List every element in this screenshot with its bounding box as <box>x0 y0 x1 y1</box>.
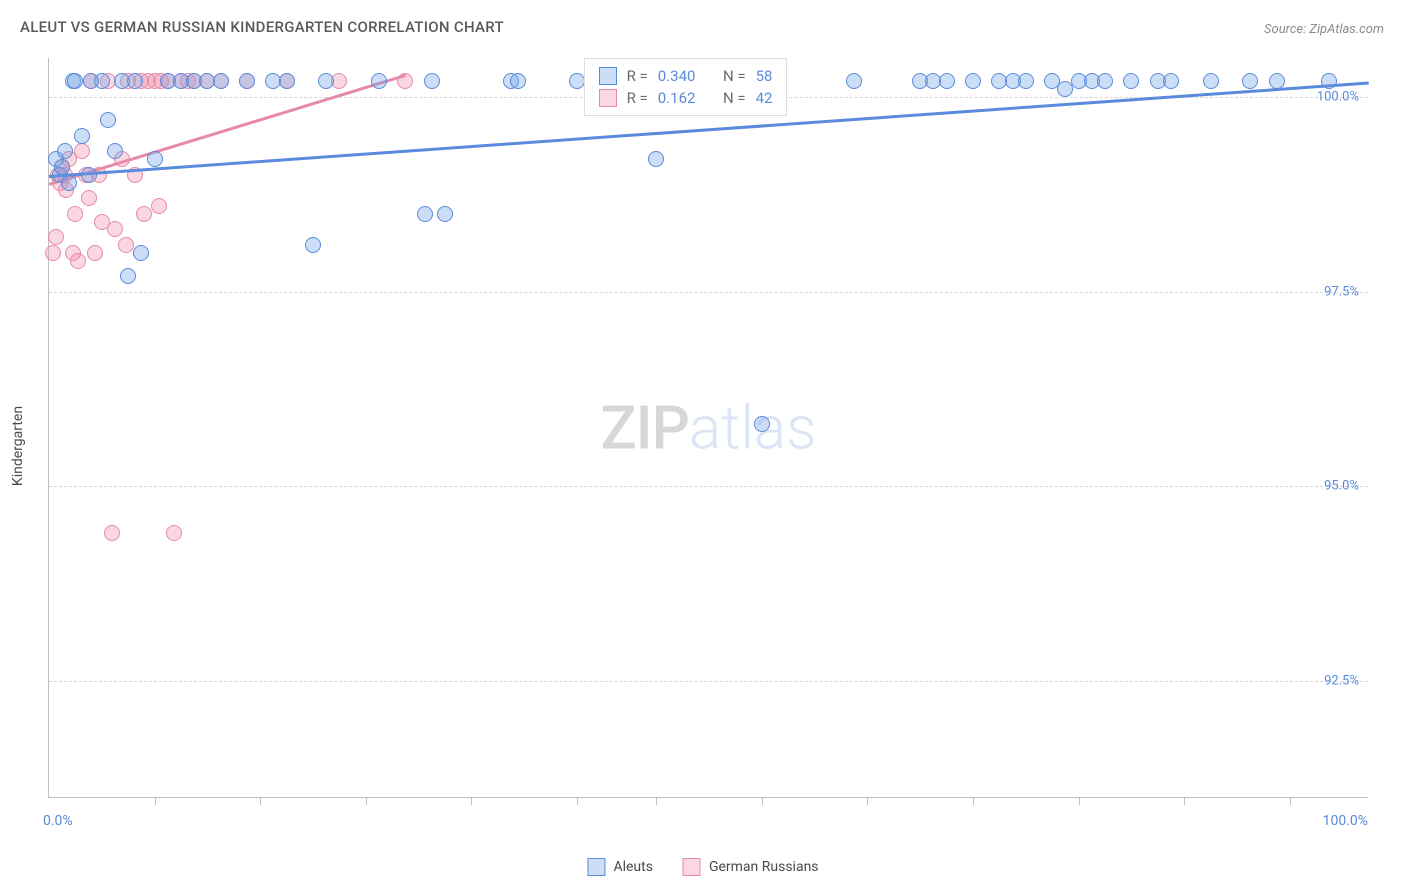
data-point-aleuts <box>305 237 321 253</box>
swatch-german-russians <box>683 858 701 876</box>
data-point-aleuts <box>100 112 116 128</box>
x-tick <box>260 797 261 805</box>
data-point-german-russians <box>107 221 123 237</box>
data-point-aleuts <box>417 206 433 222</box>
data-point-aleuts <box>371 73 387 89</box>
x-tick <box>1079 797 1080 805</box>
data-point-aleuts <box>67 73 83 89</box>
data-point-aleuts <box>510 73 526 89</box>
legend-label-german-russians: German Russians <box>709 859 819 875</box>
data-point-aleuts <box>437 206 453 222</box>
legend: Aleuts German Russians <box>587 858 818 876</box>
legend-label-aleuts: Aleuts <box>613 859 652 875</box>
data-point-aleuts <box>1018 73 1034 89</box>
data-point-aleuts <box>81 167 97 183</box>
data-point-aleuts <box>54 159 70 175</box>
x-tick <box>1290 797 1291 805</box>
legend-item-german-russians: German Russians <box>683 858 819 876</box>
y-tick-label: 100.0% <box>1299 89 1359 104</box>
x-tick <box>471 797 472 805</box>
data-point-aleuts <box>1321 73 1337 89</box>
data-point-aleuts <box>133 245 149 261</box>
data-point-aleuts <box>57 143 73 159</box>
x-tick <box>366 797 367 805</box>
data-point-aleuts <box>1269 73 1285 89</box>
grid-line <box>49 486 1368 487</box>
stat-r-value: 0.340 <box>658 67 696 85</box>
x-tick-label: 100.0% <box>1323 813 1368 829</box>
data-point-german-russians <box>81 190 97 206</box>
data-point-aleuts <box>1242 73 1258 89</box>
data-point-aleuts <box>1123 73 1139 89</box>
data-point-aleuts <box>318 73 334 89</box>
y-tick-label: 95.0% <box>1299 479 1359 494</box>
data-point-aleuts <box>239 73 255 89</box>
watermark-atlas: atlas <box>689 392 817 463</box>
grid-line <box>49 681 1368 682</box>
data-point-aleuts <box>213 73 229 89</box>
stat-n-value: 42 <box>756 89 773 107</box>
data-point-aleuts <box>569 73 585 89</box>
data-point-aleuts <box>127 73 143 89</box>
correlation-stat-box: R = 0.340 N = 58 R = 0.162 N = 42 <box>584 58 788 116</box>
data-point-aleuts <box>754 416 770 432</box>
data-point-german-russians <box>136 206 152 222</box>
data-point-aleuts <box>424 73 440 89</box>
stat-r-value: 0.162 <box>658 89 696 107</box>
grid-line <box>49 292 1368 293</box>
data-point-aleuts <box>120 268 136 284</box>
x-tick <box>1184 797 1185 805</box>
data-point-aleuts <box>74 128 90 144</box>
data-point-german-russians <box>166 525 182 541</box>
data-point-aleuts <box>147 151 163 167</box>
y-axis-label: Kindergarten <box>10 406 26 486</box>
stat-n-label: N = <box>723 67 746 85</box>
watermark-zip: ZIP <box>601 392 689 463</box>
y-tick-label: 97.5% <box>1299 284 1359 299</box>
x-tick <box>656 797 657 805</box>
stat-row-german-russians: R = 0.162 N = 42 <box>599 87 773 109</box>
x-tick <box>577 797 578 805</box>
chart-title: ALEUT VS GERMAN RUSSIAN KINDERGARTEN COR… <box>20 18 504 36</box>
data-point-aleuts <box>965 73 981 89</box>
data-point-aleuts <box>1097 73 1113 89</box>
data-point-german-russians <box>151 198 167 214</box>
data-point-german-russians <box>45 245 61 261</box>
x-tick <box>762 797 763 805</box>
stat-row-aleuts: R = 0.340 N = 58 <box>599 65 773 87</box>
data-point-german-russians <box>104 525 120 541</box>
x-tick <box>973 797 974 805</box>
data-point-aleuts <box>107 143 123 159</box>
data-point-aleuts <box>279 73 295 89</box>
data-point-aleuts <box>846 73 862 89</box>
swatch-icon <box>599 67 617 85</box>
legend-item-aleuts: Aleuts <box>587 858 652 876</box>
x-tick <box>155 797 156 805</box>
watermark: ZIPatlas <box>601 392 817 463</box>
data-point-aleuts <box>939 73 955 89</box>
scatter-plot-area: ZIPatlas 92.5%95.0%97.5%100.0%0.0%100.0%… <box>48 58 1368 798</box>
stat-r-label: R = <box>627 67 648 85</box>
x-tick <box>867 797 868 805</box>
data-point-german-russians <box>48 229 64 245</box>
swatch-aleuts <box>587 858 605 876</box>
data-point-german-russians <box>118 237 134 253</box>
data-point-german-russians <box>87 245 103 261</box>
y-tick-label: 92.5% <box>1299 674 1359 689</box>
data-point-aleuts <box>61 175 77 191</box>
stat-n-value: 58 <box>756 67 773 85</box>
data-point-aleuts <box>648 151 664 167</box>
swatch-icon <box>599 89 617 107</box>
stat-n-label: N = <box>723 89 746 107</box>
data-point-german-russians <box>397 73 413 89</box>
x-tick-label: 0.0% <box>43 813 73 829</box>
data-point-aleuts <box>1163 73 1179 89</box>
data-point-german-russians <box>67 206 83 222</box>
data-point-german-russians <box>70 253 86 269</box>
data-point-german-russians <box>74 143 90 159</box>
data-point-aleuts <box>1203 73 1219 89</box>
source-attribution: Source: ZipAtlas.com <box>1264 22 1384 37</box>
data-point-aleuts <box>94 73 110 89</box>
stat-r-label: R = <box>627 89 648 107</box>
